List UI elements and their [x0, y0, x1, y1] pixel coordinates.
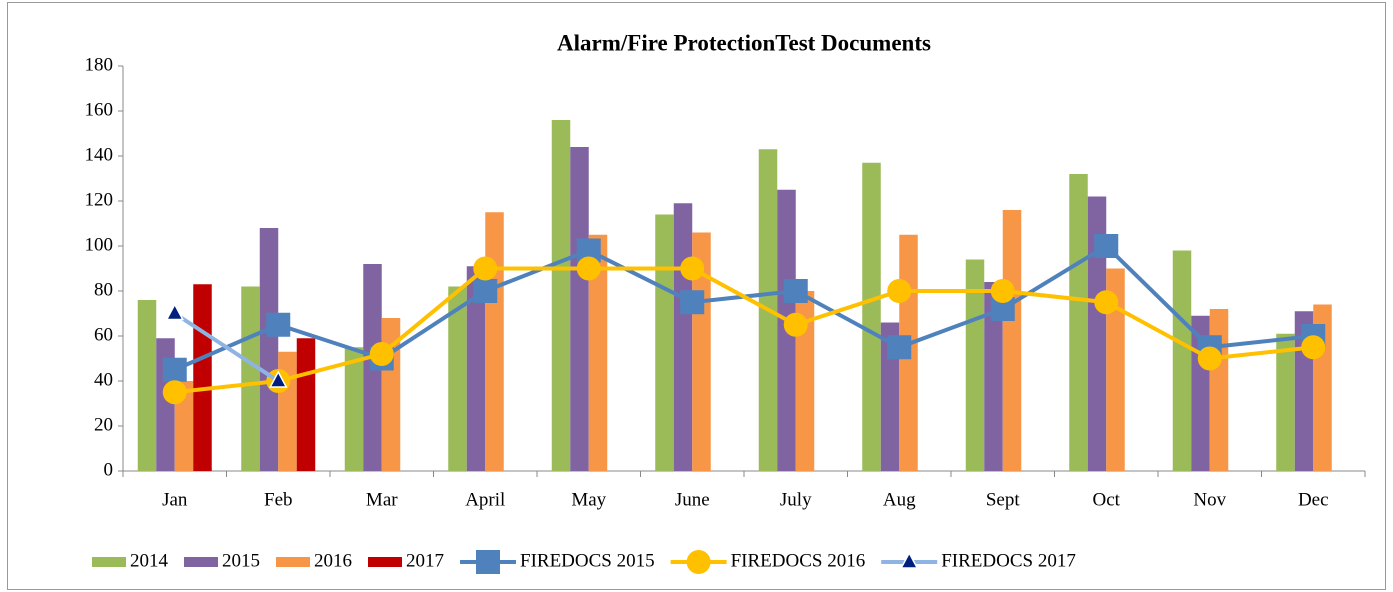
y-tick-label: 140 [85, 144, 114, 165]
legend-marker [476, 550, 500, 574]
legend-label: 2014 [130, 550, 169, 571]
bar [1106, 268, 1125, 471]
legend-swatch [276, 557, 310, 567]
y-tick-label: 0 [104, 459, 114, 480]
line-marker [680, 290, 705, 315]
bar [1209, 309, 1229, 471]
bar [193, 284, 212, 471]
y-tick-label: 60 [94, 324, 113, 345]
x-tick-label: Jan [162, 489, 188, 510]
legend-label: FIREDOCS 2016 [731, 550, 866, 571]
legend-swatch [92, 557, 126, 567]
x-tick-label: Mar [366, 489, 398, 510]
line-marker [473, 279, 498, 303]
legend-label: FIREDOCS 2017 [941, 550, 1076, 571]
line-marker [266, 312, 291, 337]
bar [1172, 250, 1192, 471]
legend-swatch [184, 557, 218, 567]
bar [570, 147, 589, 471]
bar [1276, 333, 1295, 471]
bar [965, 259, 985, 471]
line [174, 266, 1314, 395]
y-tick-label: 20 [94, 414, 113, 435]
bar [344, 347, 364, 471]
bar [1087, 196, 1107, 471]
bar [485, 212, 504, 471]
y-tick-label: 180 [85, 54, 114, 75]
x-tick-label: Sept [986, 489, 1021, 510]
bar [862, 162, 881, 471]
line-marker [887, 335, 912, 360]
bar [466, 266, 486, 471]
legend-label: 2016 [314, 550, 352, 571]
legend-marker [899, 551, 919, 569]
bar [259, 228, 279, 471]
line-marker [369, 342, 394, 366]
line-marker [887, 279, 912, 303]
line-marker [473, 256, 498, 281]
bar [588, 234, 608, 471]
line-marker [162, 357, 187, 382]
legend-label: 2017 [406, 550, 444, 571]
x-tick-label: Aug [883, 489, 916, 510]
bar [795, 291, 815, 471]
x-tick-label: Nov [1193, 489, 1226, 510]
bar [673, 203, 693, 471]
bar [655, 214, 674, 471]
y-tick-label: 100 [85, 234, 114, 255]
x-tick-label: Feb [264, 489, 293, 510]
line [173, 311, 280, 383]
bar [551, 120, 571, 471]
y-tick-label: 40 [94, 369, 113, 390]
y-tick-label: 120 [85, 189, 114, 210]
line-marker [1197, 346, 1222, 371]
bar [448, 286, 467, 471]
line-marker [1301, 335, 1326, 360]
legend-label: 2015 [222, 550, 260, 571]
line-marker [990, 279, 1015, 303]
x-tick-label: April [465, 489, 505, 510]
bar [1002, 210, 1022, 471]
line-marker [783, 279, 808, 303]
y-tick-label: 160 [85, 99, 114, 120]
line-marker [783, 312, 808, 337]
line-marker [680, 256, 705, 281]
x-tick-label: Dec [1298, 489, 1329, 510]
bar [296, 338, 316, 471]
legend-label: FIREDOCS 2015 [520, 550, 655, 571]
bar [137, 300, 157, 471]
bar [241, 286, 260, 471]
x-tick-label: June [675, 489, 710, 510]
line-marker [1094, 290, 1119, 315]
bar [984, 282, 1003, 471]
line-marker [576, 256, 601, 281]
line-marker [162, 380, 187, 405]
chart-title: Alarm/Fire ProtectionTest Documents [557, 30, 931, 55]
legend-swatch [368, 557, 402, 567]
x-tick-label: Oct [1093, 489, 1121, 510]
x-tick-label: July [780, 489, 812, 510]
bar [1069, 174, 1088, 471]
line-marker [1094, 234, 1119, 258]
line-marker [269, 370, 288, 388]
x-tick-label: May [571, 489, 606, 510]
legend-marker [686, 550, 711, 574]
y-tick-label: 80 [94, 279, 113, 300]
bar [880, 322, 900, 471]
line-marker [165, 302, 184, 321]
bar [174, 381, 194, 471]
